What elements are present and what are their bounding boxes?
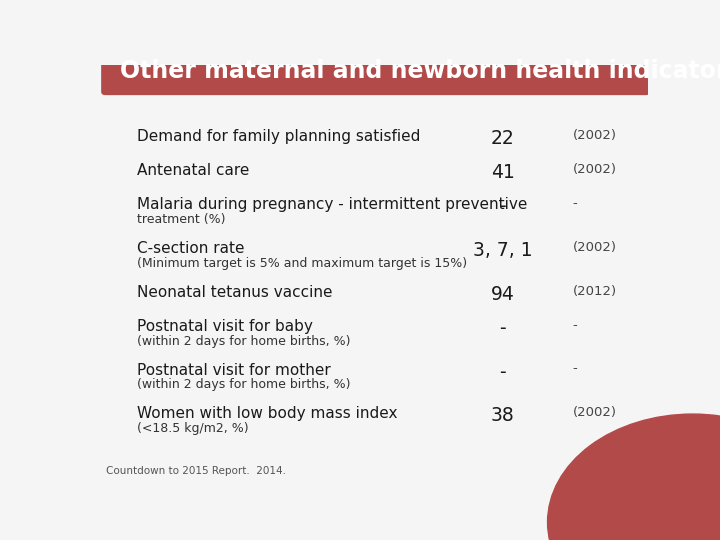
Text: (2002): (2002) (572, 406, 616, 419)
Text: (2002): (2002) (572, 241, 616, 254)
Text: (Minimum target is 5% and maximum target is 15%): (Minimum target is 5% and maximum target… (138, 257, 467, 270)
Text: (<18.5 kg/m2, %): (<18.5 kg/m2, %) (138, 422, 249, 435)
Text: -: - (572, 362, 577, 375)
Text: Women with low body mass index: Women with low body mass index (138, 406, 398, 421)
Text: -: - (500, 362, 506, 382)
Text: Countdown to 2015 Report.  2014.: Countdown to 2015 Report. 2014. (106, 465, 286, 476)
Text: 38: 38 (491, 406, 515, 425)
Text: Demand for family planning satisfied: Demand for family planning satisfied (138, 129, 420, 144)
Text: C-section rate: C-section rate (138, 241, 245, 256)
Text: -: - (572, 319, 577, 332)
Text: Other maternal and newborn health indicators: Other maternal and newborn health indica… (120, 59, 720, 83)
Text: Antenatal care: Antenatal care (138, 163, 250, 178)
Text: Postnatal visit for baby: Postnatal visit for baby (138, 319, 313, 334)
Text: (within 2 days for home births, %): (within 2 days for home births, %) (138, 379, 351, 392)
Text: -: - (572, 198, 577, 211)
Text: -: - (500, 198, 506, 217)
Text: Malaria during pregnancy - intermittent preventive: Malaria during pregnancy - intermittent … (138, 198, 528, 212)
Text: 41: 41 (491, 163, 515, 183)
Text: 3, 7, 1: 3, 7, 1 (473, 241, 533, 260)
Text: -: - (500, 319, 506, 338)
Text: Neonatal tetanus vaccine: Neonatal tetanus vaccine (138, 285, 333, 300)
Circle shape (547, 414, 720, 540)
Text: 94: 94 (491, 285, 515, 304)
Text: (2002): (2002) (572, 163, 616, 177)
Text: (within 2 days for home births, %): (within 2 days for home births, %) (138, 335, 351, 348)
Text: Postnatal visit for mother: Postnatal visit for mother (138, 362, 331, 377)
Text: (2012): (2012) (572, 285, 617, 298)
Text: treatment (%): treatment (%) (138, 213, 226, 226)
Text: 22: 22 (491, 129, 515, 149)
FancyBboxPatch shape (101, 47, 650, 95)
Text: (2002): (2002) (572, 129, 616, 142)
